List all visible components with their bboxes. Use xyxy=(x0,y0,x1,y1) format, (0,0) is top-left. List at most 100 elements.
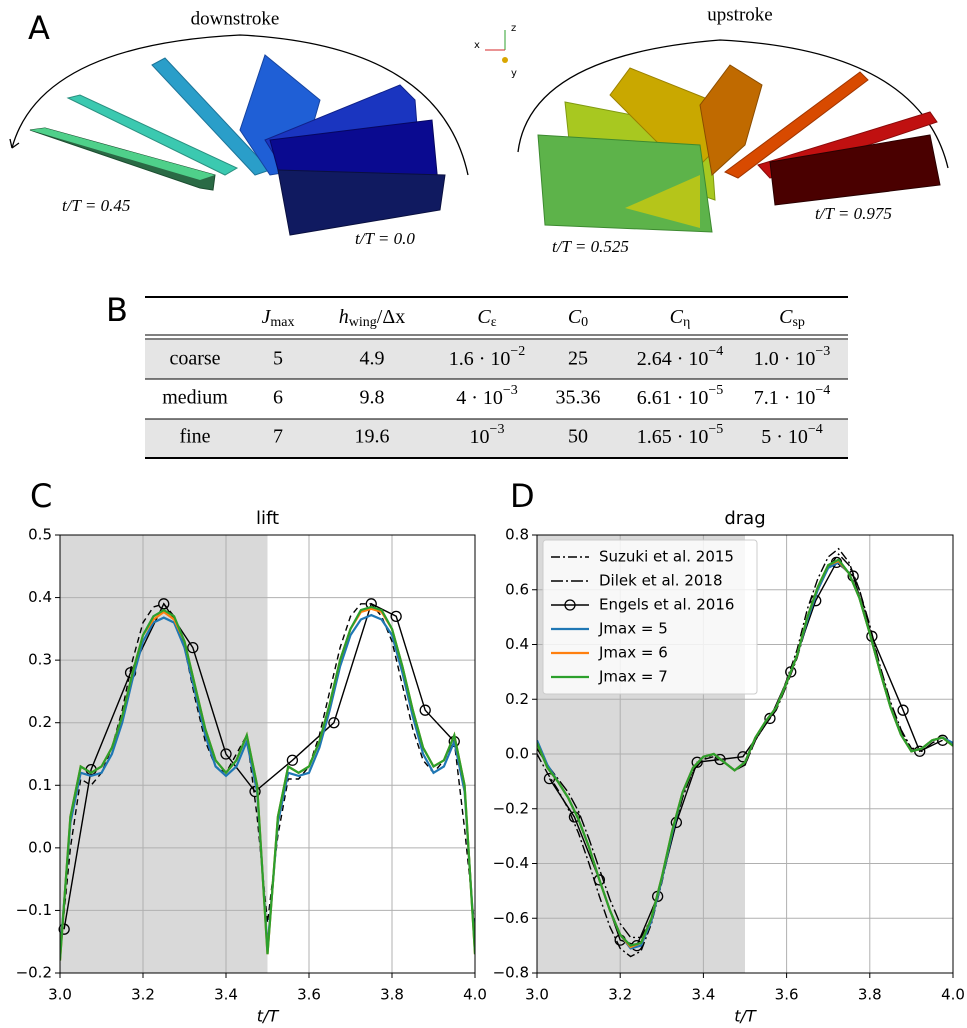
wing-illustration xyxy=(9,30,949,236)
row-shade xyxy=(145,340,848,379)
legend-label: Jmax = 7 xyxy=(598,668,668,686)
x-tick-label: 4.0 xyxy=(941,986,965,1004)
text-part: C xyxy=(779,306,793,328)
column-header: Cη xyxy=(670,306,691,331)
data-marker xyxy=(390,610,402,622)
table-cell: 5 · 10−4 xyxy=(761,422,823,447)
table-cell: 7 xyxy=(273,426,283,448)
text-part: h xyxy=(339,306,349,328)
time-label: t/T = 0.975 xyxy=(815,204,892,223)
data-line xyxy=(537,553,953,939)
text-part: J xyxy=(262,306,272,328)
data-marker xyxy=(785,666,797,678)
y-tick-label: 0.2 xyxy=(28,713,52,731)
phase-label: downstroke xyxy=(191,8,280,29)
wing xyxy=(724,71,869,179)
table-cell: 6.61 · 10−5 xyxy=(637,383,724,408)
axis-letter: z xyxy=(511,23,516,34)
data-line xyxy=(548,561,943,947)
x-tick-label: 3.2 xyxy=(608,986,632,1004)
text-part: 5 · 10 xyxy=(761,426,808,448)
data-marker xyxy=(691,756,703,768)
data-marker xyxy=(58,923,70,935)
x-tick-label: 3.0 xyxy=(525,986,549,1004)
wing xyxy=(30,128,215,180)
stroke-arc xyxy=(517,39,949,169)
wing xyxy=(699,64,763,176)
superscript: −3 xyxy=(503,383,518,398)
x-tick-label: 3.0 xyxy=(48,986,72,1004)
wing xyxy=(625,175,700,228)
panel-label: B xyxy=(106,291,128,329)
table-cell: 35.36 xyxy=(556,387,601,409)
superscript: −2 xyxy=(510,344,525,359)
subscript: sp xyxy=(792,315,804,330)
text-part: 1.65 · 10 xyxy=(637,426,709,448)
subscript: wing xyxy=(349,315,377,330)
x-tick-label: 3.2 xyxy=(131,986,155,1004)
wing xyxy=(277,169,446,236)
panel-label: C xyxy=(30,477,52,515)
table-cell: 25 xyxy=(568,348,588,370)
table-cell: 2.64 · 10−4 xyxy=(637,344,724,369)
chart-title: drag xyxy=(724,508,765,529)
legend-label: Dilek et al. 2018 xyxy=(599,572,723,590)
text-part: 10 xyxy=(470,426,490,448)
column-header: Csp xyxy=(779,306,805,331)
y-tick-label: 0.8 xyxy=(505,526,529,544)
axis-letter: x xyxy=(474,40,480,51)
data-marker xyxy=(419,704,431,716)
subscript: max xyxy=(270,315,294,330)
axis-letter: y xyxy=(511,68,517,79)
plot-frame xyxy=(536,534,954,974)
text-part: C xyxy=(568,306,582,328)
time-label: t/T = 0.525 xyxy=(552,237,629,256)
data-marker xyxy=(593,874,606,886)
text-part: 4 · 10 xyxy=(456,387,503,409)
column-header: C0 xyxy=(568,306,588,331)
data-marker xyxy=(286,754,299,766)
superscript: −4 xyxy=(808,422,823,437)
table-cell: 4 · 10−3 xyxy=(456,383,518,408)
column-header: Jmax xyxy=(262,306,295,331)
superscript: −5 xyxy=(708,422,723,437)
chart-title: lift xyxy=(256,508,279,529)
text-part: /Δx xyxy=(377,306,405,328)
table-cell: 10−3 xyxy=(470,422,505,447)
legend-label: Engels et al. 2016 xyxy=(599,596,734,614)
data-line xyxy=(60,605,475,961)
x-tick-label: 3.6 xyxy=(297,986,321,1004)
y-tick-label: 0.6 xyxy=(505,580,529,598)
y-tick-label: −0.8 xyxy=(493,964,529,982)
y-tick-label: 0.4 xyxy=(505,635,529,653)
data-marker xyxy=(328,717,340,729)
y-tick-label: −0.4 xyxy=(493,854,529,872)
x-tick-label: 3.4 xyxy=(214,986,238,1004)
superscript: −4 xyxy=(815,383,830,398)
text-part: 7.1 · 10 xyxy=(754,387,816,409)
text-part: C xyxy=(670,306,684,328)
legend-label: Suzuki et al. 2015 xyxy=(599,548,734,566)
data-marker xyxy=(158,598,170,610)
table-cell: 1.65 · 10−5 xyxy=(637,422,724,447)
y-tick-label: −0.6 xyxy=(493,909,529,927)
superscript: −3 xyxy=(815,344,830,359)
time-label: t/T = 0.45 xyxy=(62,196,130,215)
y-tick-label: 0.1 xyxy=(28,776,52,794)
column-header: Cε xyxy=(477,306,496,331)
legend-label: Jmax = 6 xyxy=(598,644,668,662)
table-cell: 6 xyxy=(273,387,283,409)
axis-triad xyxy=(502,57,508,63)
time-label: t/T = 0.0 xyxy=(355,229,415,248)
table-cell: 9.8 xyxy=(360,387,385,409)
superscript: −5 xyxy=(708,383,723,398)
arrow-head xyxy=(9,138,20,149)
panel-label: D xyxy=(510,477,535,515)
x-tick-label: 4.0 xyxy=(463,986,487,1004)
text-part: 2.64 · 10 xyxy=(637,348,709,370)
table-cell: coarse xyxy=(169,348,220,370)
subscript: ε xyxy=(491,315,497,330)
x-axis-label: t/T xyxy=(734,1007,757,1026)
x-axis-label: t/T xyxy=(257,1007,280,1026)
